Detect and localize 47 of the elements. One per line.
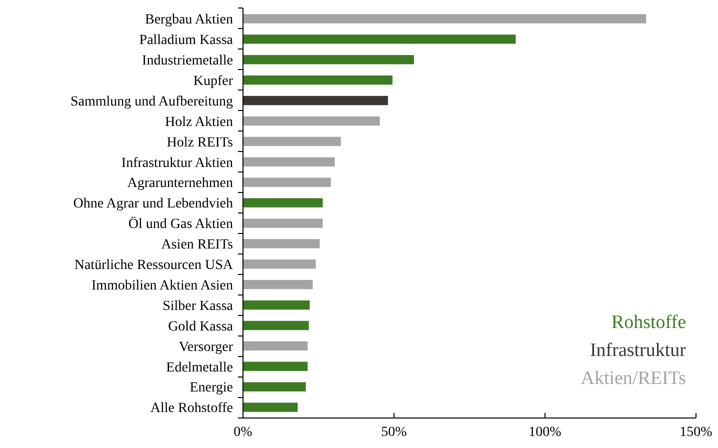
bar bbox=[243, 34, 516, 44]
x-tick-label: 50% bbox=[381, 425, 408, 440]
y-tick-label: Sammlung und Aufbereitung bbox=[70, 94, 233, 110]
bar bbox=[243, 341, 308, 351]
x-tick-label: 100% bbox=[528, 425, 562, 440]
y-tick-label: Öl und Gas Aktien bbox=[128, 216, 233, 232]
bar bbox=[243, 136, 341, 146]
bar bbox=[243, 96, 388, 106]
text: Infrastruktur bbox=[590, 340, 687, 361]
bar bbox=[243, 362, 308, 371]
bar bbox=[243, 218, 323, 228]
y-tick-label: Versorger bbox=[178, 340, 234, 355]
bar bbox=[243, 300, 310, 310]
text: Rohstoffe bbox=[611, 312, 686, 333]
y-tick-label: Natürliche Ressourcen USA bbox=[74, 258, 234, 274]
bar bbox=[243, 75, 392, 85]
y-tick-label: Holz REITs bbox=[166, 135, 233, 150]
y-tick-label: Kupfer bbox=[193, 74, 234, 89]
y-tick-label: Bergbau Aktien bbox=[144, 12, 233, 28]
y-tick-label: Holz Aktien bbox=[164, 114, 233, 130]
bar bbox=[243, 280, 313, 290]
bar bbox=[243, 320, 309, 330]
y-tick-label: Ohne Agrar und Lebendvieh bbox=[73, 196, 233, 212]
y-tick-label: Immobilien Aktien Asien bbox=[91, 278, 233, 294]
bar bbox=[243, 116, 380, 126]
y-tick-label: Edelmetalle bbox=[166, 360, 233, 376]
y-tick-label: Industriemetalle bbox=[142, 54, 233, 69]
text: Aktien/REITs bbox=[580, 368, 686, 389]
bar bbox=[243, 382, 306, 392]
bar bbox=[243, 239, 320, 248]
bar bbox=[243, 198, 323, 208]
y-tick-label: Asien REITs bbox=[161, 238, 233, 253]
y-tick-label: Infrastruktur Aktien bbox=[121, 156, 233, 171]
bar bbox=[243, 178, 331, 187]
y-tick-label: Energie bbox=[190, 380, 233, 396]
y-tick-label: Agrarunternehmen bbox=[127, 176, 233, 192]
bar bbox=[243, 14, 646, 24]
bar bbox=[243, 55, 414, 64]
x-tick-label: 0% bbox=[234, 425, 253, 440]
bar bbox=[243, 260, 316, 269]
bar bbox=[243, 157, 335, 166]
y-tick-label: Alle Rohstoffe bbox=[150, 401, 233, 416]
y-tick-label: Silber Kassa bbox=[162, 298, 234, 314]
bar bbox=[243, 402, 298, 412]
y-tick-label: Palladium Kassa bbox=[139, 33, 234, 48]
x-tick-label: 150% bbox=[680, 425, 713, 440]
y-tick-label: Gold Kassa bbox=[168, 319, 234, 334]
